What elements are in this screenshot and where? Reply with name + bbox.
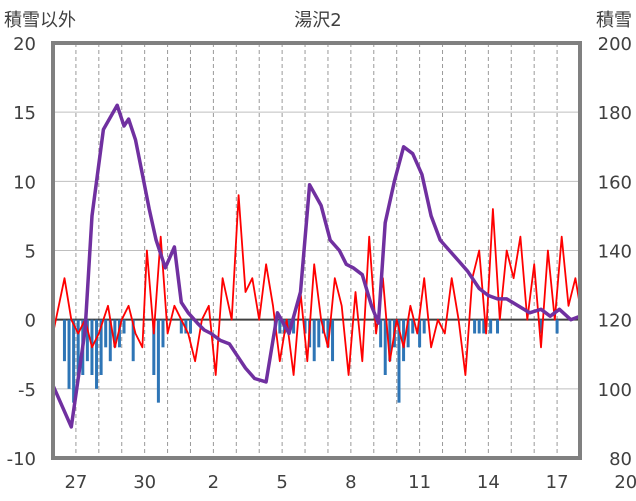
snow-change-bar <box>418 319 422 348</box>
snow-change-bar <box>95 319 99 389</box>
left-tick-label: 20 <box>13 34 36 55</box>
temperature-line <box>52 194 581 376</box>
right-tick-label: 120 <box>598 311 632 332</box>
snow-change-bar <box>477 319 481 334</box>
plot-frame <box>51 41 582 460</box>
left-axis-label: 積雪以外 <box>4 10 76 31</box>
snow-change-bar <box>131 319 135 362</box>
snow-change-bar <box>489 319 493 334</box>
snow-change-bar <box>292 319 296 334</box>
snow-change-bar <box>317 319 321 348</box>
snow-change-bar <box>287 319 291 334</box>
snow-change-bar <box>331 319 335 362</box>
snow-change-bar <box>397 319 401 403</box>
right-tick-label: 160 <box>598 172 632 193</box>
x-tick-label: 8 <box>345 472 356 493</box>
snow-change-bar <box>383 319 387 375</box>
right-tick-label: 200 <box>598 34 632 55</box>
left-tick-label: 0 <box>25 311 36 332</box>
snow-change-bar <box>156 319 160 403</box>
snow-change-bar <box>411 319 415 334</box>
snow-change-bar <box>402 319 406 362</box>
right-tick-label: 140 <box>598 242 632 263</box>
x-tick-label: 30 <box>133 472 156 493</box>
snow-change-bar <box>72 319 76 403</box>
snow-change-bar <box>179 319 183 334</box>
snow-change-bar <box>406 319 410 348</box>
snow-change-bar <box>62 319 66 362</box>
snow-change-bar <box>388 319 392 362</box>
right-tick-label: 80 <box>609 449 632 470</box>
snow-change-bar <box>161 319 165 348</box>
snow-change-bar <box>555 319 559 334</box>
x-tick-label: 27 <box>64 472 87 493</box>
grid-lines <box>53 43 580 458</box>
left-tick-label: -10 <box>7 449 36 470</box>
snow-change-bar <box>496 319 500 334</box>
tick-labels: 20 15 10 5 0 -5 -10 200 180 160 140 120 100 80 27 30 2 5 8… <box>7 34 636 493</box>
x-tick-label: 11 <box>408 472 431 493</box>
snow-change-bar <box>117 319 121 348</box>
snow-change-bar <box>188 319 192 334</box>
snow-change-bar <box>184 319 188 334</box>
left-tick-label: 10 <box>13 172 36 193</box>
right-tick-label: 180 <box>598 103 632 124</box>
left-tick-label: 5 <box>25 242 36 263</box>
snow-change-bar <box>67 319 71 389</box>
snow-change-bar <box>278 319 282 334</box>
series-lines <box>51 103 581 429</box>
snow-change-bar <box>539 319 543 334</box>
snow-change-bar <box>99 319 103 375</box>
snow-change-bar <box>108 319 112 362</box>
x-tick-label: 17 <box>546 472 569 493</box>
chart-title: 湯沢2 <box>294 10 341 31</box>
snow-change-bar <box>152 319 156 375</box>
left-tick-label: -5 <box>18 380 36 401</box>
snow-change-bars <box>62 319 559 403</box>
snow-change-bar <box>482 319 486 334</box>
snow-change-bar <box>113 319 117 348</box>
snow-change-bar <box>312 319 316 362</box>
x-tick-label: 2 <box>208 472 219 493</box>
left-tick-label: 15 <box>13 103 36 124</box>
snow-change-bar <box>122 319 126 334</box>
snow-change-bar <box>473 319 477 334</box>
x-tick-label: 5 <box>276 472 287 493</box>
snow-change-bar <box>85 319 89 362</box>
x-tick-label: 14 <box>477 472 500 493</box>
snow-depth-line <box>51 103 581 429</box>
snow-change-bar <box>303 319 307 334</box>
snow-change-bar <box>326 319 330 348</box>
snow-change-bar <box>76 319 80 375</box>
snow-change-bar <box>422 319 426 334</box>
right-tick-label: 100 <box>598 380 632 401</box>
right-axis-label: 積雪 <box>596 10 632 31</box>
snow-change-bar <box>379 319 383 348</box>
x-tick-label: 20 <box>614 472 636 493</box>
snow-change-bar <box>104 319 108 348</box>
